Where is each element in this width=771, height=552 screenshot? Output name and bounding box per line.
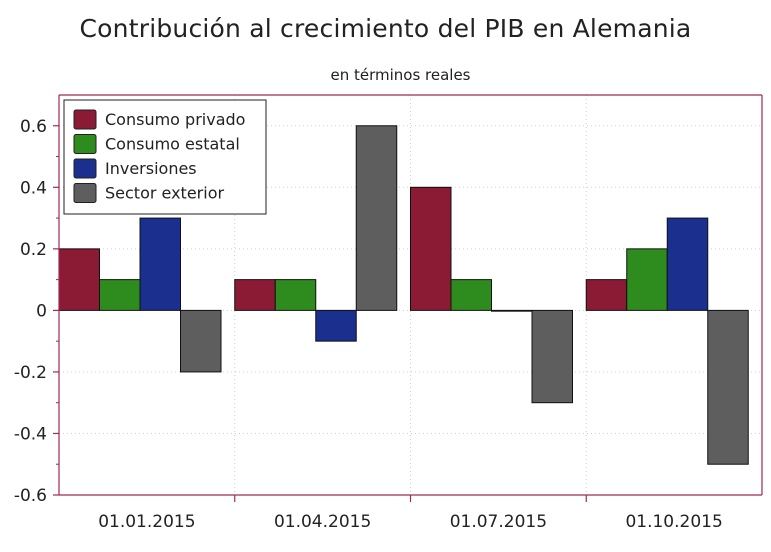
legend-swatch-consumo-privado [73,109,97,130]
legend-label: Consumo privado [105,110,245,129]
y-tick-label: 0.6 [20,117,47,137]
bar-sector-exterior-3 [531,309,573,404]
legend-label: Consumo estatal [105,135,240,154]
bar-inversiones-1 [139,217,181,311]
legend-swatch-consumo-estatal [73,134,97,154]
y-tick-label: 0 [36,301,47,321]
x-tick-label: 01.10.2015 [625,512,722,532]
x-tick-label: 01.01.2015 [98,512,195,532]
bar-consumo-estatal-1 [99,279,141,311]
chart-title: Contribución al crecimiento del PIB en A… [79,14,692,43]
y-tick-label: -0.2 [14,363,47,383]
bar-consumo-privado-3 [410,186,452,311]
legend-label: Inversiones [105,159,197,178]
y-tick-label: -0.6 [14,486,47,506]
bar-sector-exterior-4 [707,309,749,465]
bar-consumo-privado-2 [234,279,276,311]
legend-swatch-sector-exterior [73,183,97,203]
legend-swatch-inversiones [73,158,97,179]
legend: Consumo privado Consumo estatal Inversione… [63,99,267,215]
bar-inversiones-2 [315,309,357,342]
y-tick-label: -0.4 [14,424,47,444]
bar-inversiones-4 [666,217,709,311]
bar-consumo-estatal-2 [274,279,317,311]
bar-sector-exterior-2 [355,125,398,311]
bar-consumo-estatal-3 [450,279,492,311]
axes: 0.6 0.4 0.2 0 -0.2 -0.4 -0.6 01.01.2015 01.04.20… [14,94,763,532]
y-tick-label: 0.4 [20,178,47,198]
bar-sector-exterior-1 [180,309,222,373]
legend-box [63,99,267,215]
x-tick-label: 01.04.2015 [274,512,371,532]
bars [58,125,749,465]
y-tick-label: 0.2 [20,240,47,260]
bar-inversiones-3 [491,309,533,312]
x-tick-label: 01.07.2015 [450,512,547,532]
bar-consumo-estatal-4 [626,248,668,311]
bar-consumo-privado-1 [58,248,100,311]
chart-subtitle: en términos reales [330,66,471,84]
legend-label: Sector exterior [105,184,224,203]
bar-consumo-privado-4 [585,279,628,311]
